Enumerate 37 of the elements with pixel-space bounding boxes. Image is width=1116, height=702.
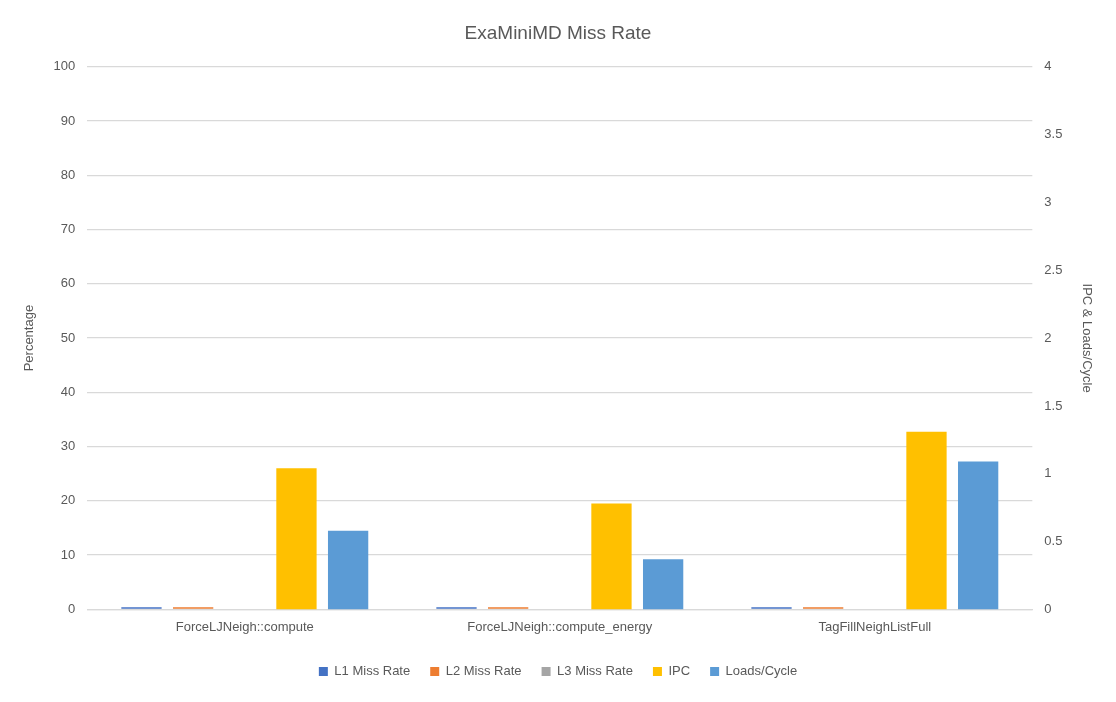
y2-tick-label: 3 bbox=[1044, 194, 1052, 210]
y-tick-label: 70 bbox=[60, 221, 76, 237]
bar bbox=[276, 468, 317, 610]
y-tick-label: 40 bbox=[60, 383, 76, 399]
y-tick-label: 30 bbox=[60, 438, 76, 454]
y-tick-label: 100 bbox=[53, 58, 76, 74]
y2-tick-label: 2 bbox=[1044, 329, 1052, 345]
x-tick-label: ForceLJNeigh::compute bbox=[175, 618, 314, 634]
chart-title: ExaMiniMD Miss Rate bbox=[464, 21, 652, 43]
y2-tick-label: 3.5 bbox=[1044, 126, 1063, 142]
y2-tick-label: 2.5 bbox=[1044, 261, 1063, 277]
y-tick-label: 80 bbox=[60, 166, 76, 182]
legend-label: Loads/Cycle bbox=[725, 663, 798, 679]
y-tick-label: 50 bbox=[60, 329, 76, 345]
y2-axis-title: IPC & Loads/Cycle bbox=[1079, 283, 1095, 393]
legend-label: L1 Miss Rate bbox=[334, 663, 411, 679]
y2-tick-label: 0 bbox=[1044, 600, 1052, 616]
bar bbox=[958, 461, 999, 610]
y-tick-label: 60 bbox=[60, 275, 76, 291]
y-tick-label: 20 bbox=[60, 492, 76, 508]
legend-label: L2 Miss Rate bbox=[445, 663, 522, 679]
y2-tick-label: 1 bbox=[1044, 465, 1052, 481]
y2-tick-label: 4 bbox=[1044, 58, 1052, 74]
legend-label: IPC bbox=[668, 663, 691, 679]
x-tick-label: ForceLJNeigh::compute_energy bbox=[467, 618, 653, 634]
y-tick-label: 0 bbox=[68, 600, 76, 616]
bar bbox=[642, 559, 684, 610]
bar bbox=[906, 431, 947, 610]
legend-label: L3 Miss Rate bbox=[557, 663, 633, 679]
x-tick-label: TagFillNeighListFull bbox=[818, 618, 932, 634]
bar bbox=[327, 530, 369, 610]
y-axis-title: Percentage bbox=[21, 304, 37, 372]
y-tick-label: 10 bbox=[60, 546, 76, 562]
bar bbox=[591, 503, 632, 610]
y2-tick-label: 0.5 bbox=[1044, 533, 1063, 549]
y2-tick-label: 1.5 bbox=[1044, 397, 1063, 413]
y-tick-label: 90 bbox=[60, 112, 76, 128]
